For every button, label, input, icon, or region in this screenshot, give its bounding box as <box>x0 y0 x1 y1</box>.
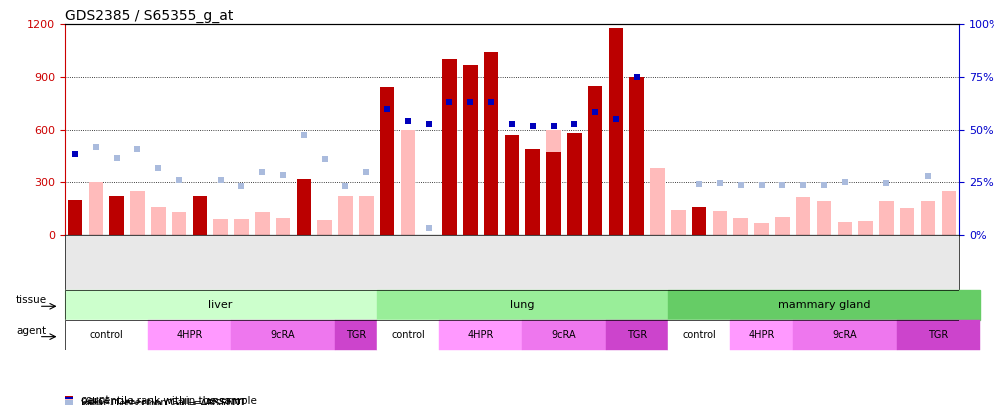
Bar <box>359 196 374 235</box>
Bar <box>920 201 935 235</box>
Bar <box>668 320 731 350</box>
Bar <box>668 290 980 320</box>
Bar <box>335 320 377 350</box>
Bar <box>838 222 852 235</box>
Bar <box>442 60 457 235</box>
Bar <box>692 215 707 235</box>
Text: control: control <box>391 330 424 340</box>
Text: rank, Detection Call = ABSENT: rank, Detection Call = ABSENT <box>81 399 242 405</box>
Text: agent: agent <box>16 326 47 336</box>
Text: 9cRA: 9cRA <box>552 330 577 340</box>
Bar <box>605 320 668 350</box>
Text: lung: lung <box>510 300 535 310</box>
Bar <box>817 201 831 235</box>
Bar <box>377 290 668 320</box>
Bar <box>296 179 311 235</box>
Bar <box>401 130 415 235</box>
Bar <box>775 217 789 235</box>
Bar <box>151 207 166 235</box>
Bar <box>629 77 644 235</box>
Text: 9cRA: 9cRA <box>270 330 295 340</box>
Bar <box>526 149 540 235</box>
Text: percentile rank within the sample: percentile rank within the sample <box>81 396 256 405</box>
Text: value, Detection Call = ABSENT: value, Detection Call = ABSENT <box>81 398 247 405</box>
Bar <box>671 210 686 235</box>
Text: TGR: TGR <box>346 330 366 340</box>
Bar <box>692 207 707 235</box>
Bar <box>941 191 956 235</box>
Bar <box>377 320 439 350</box>
Bar <box>754 224 768 235</box>
Bar <box>734 218 748 235</box>
Bar <box>713 211 728 235</box>
Bar <box>793 320 897 350</box>
Text: mammary gland: mammary gland <box>777 300 870 310</box>
Bar <box>796 197 810 235</box>
Text: 4HPR: 4HPR <box>176 330 203 340</box>
Bar <box>255 212 269 235</box>
Bar <box>484 52 498 235</box>
Bar <box>897 320 980 350</box>
Bar <box>587 86 602 235</box>
Bar <box>380 87 395 235</box>
Bar <box>231 320 335 350</box>
Bar <box>439 320 522 350</box>
Bar <box>879 201 894 235</box>
Bar <box>547 152 561 235</box>
Bar <box>858 221 873 235</box>
Bar <box>214 219 228 235</box>
Bar <box>65 320 148 350</box>
Bar <box>731 320 793 350</box>
Bar <box>650 168 665 235</box>
Bar <box>193 196 207 235</box>
Bar <box>547 130 561 235</box>
Bar <box>65 290 377 320</box>
Bar <box>505 135 519 235</box>
Text: TGR: TGR <box>626 330 647 340</box>
Bar <box>235 219 248 235</box>
Text: control: control <box>682 330 716 340</box>
Bar <box>317 220 332 235</box>
Text: liver: liver <box>209 300 233 310</box>
Text: count: count <box>81 395 110 405</box>
Text: control: control <box>89 330 123 340</box>
Bar <box>463 65 477 235</box>
Bar <box>88 182 103 235</box>
Text: TGR: TGR <box>928 330 948 340</box>
Bar <box>608 28 623 235</box>
Text: 9cRA: 9cRA <box>832 330 857 340</box>
Bar <box>275 218 290 235</box>
Text: GDS2385 / S65355_g_at: GDS2385 / S65355_g_at <box>65 9 233 23</box>
Bar <box>522 320 605 350</box>
Bar <box>148 320 231 350</box>
Bar <box>172 212 186 235</box>
Text: 4HPR: 4HPR <box>467 330 494 340</box>
Text: 4HPR: 4HPR <box>748 330 774 340</box>
Bar <box>900 208 914 235</box>
Text: tissue: tissue <box>16 295 48 305</box>
Bar <box>567 133 581 235</box>
Bar <box>68 200 83 235</box>
Bar <box>338 196 353 235</box>
Bar <box>109 196 124 235</box>
Bar <box>130 191 145 235</box>
